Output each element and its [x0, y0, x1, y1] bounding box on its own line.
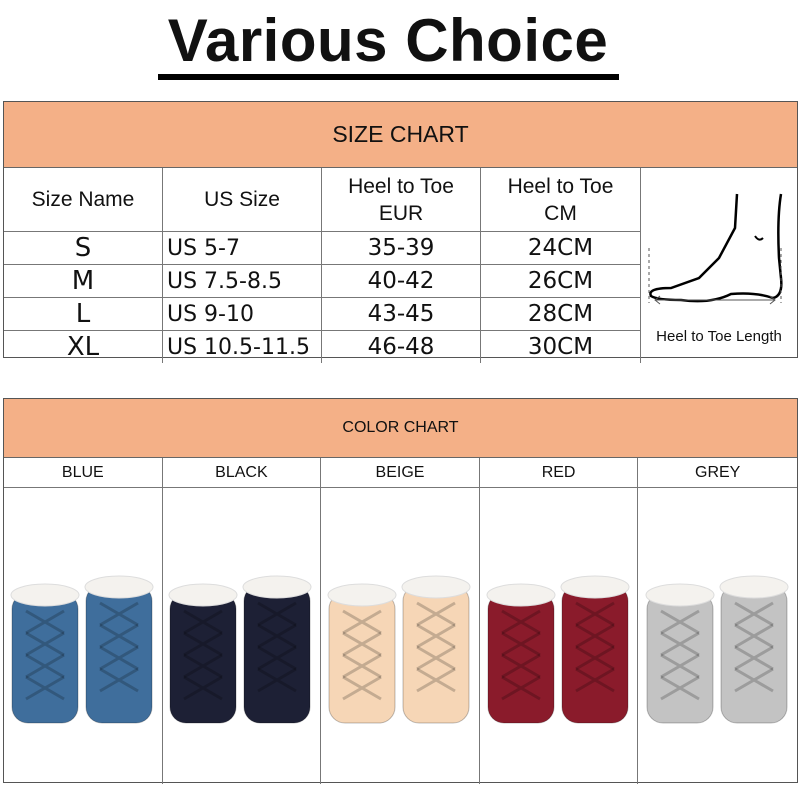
size-header-cell: Heel to Toe EUR [322, 168, 481, 231]
color-swatch-beige [321, 488, 480, 784]
size-chart: SIZE CHART Size Name US Size Heel to Toe E… [3, 101, 798, 363]
color-swatch-grey [638, 488, 797, 784]
size-cell: US 10.5-11.5 [163, 331, 322, 363]
slipper-sock-pair-image [645, 575, 789, 724]
size-row: S US 5-7 35-39 24CM [4, 232, 640, 265]
size-chart-heading: SIZE CHART [4, 102, 797, 168]
slipper-sock [84, 575, 154, 724]
size-cell: S [4, 232, 163, 264]
page-title: Various Choice [167, 7, 609, 74]
slipper-sock-pair-image [168, 575, 312, 724]
slipper-sock-pair-image [327, 575, 471, 724]
foot-label: Heel to Toe Length [656, 328, 782, 345]
size-cell: 28CM [527, 301, 594, 327]
color-chart-heading: COLOR CHART [4, 399, 797, 458]
size-cell: 30CM [527, 334, 594, 360]
slipper-sock [560, 575, 630, 724]
size-header-cell: Size Name [4, 168, 163, 231]
size-cell: US 7.5-8.5 [163, 265, 322, 297]
size-row: L US 9-10 43-45 28CM [4, 298, 640, 331]
size-cell: XL [4, 331, 163, 363]
size-row: M US 7.5-8.5 40-42 26CM [4, 265, 640, 298]
color-label-red: RED [480, 458, 639, 487]
slipper-sock [10, 583, 80, 724]
color-label-black: BLACK [163, 458, 322, 487]
size-cell: 35-39 [322, 232, 481, 264]
size-cell: 26CM [527, 268, 594, 294]
color-swatch-blue [4, 488, 163, 784]
slipper-sock [327, 583, 397, 724]
slipper-sock [242, 575, 312, 724]
slipper-sock [645, 583, 715, 724]
slipper-sock [401, 575, 471, 724]
slipper-sock-pair-image [10, 575, 154, 724]
size-cell: US 5-7 [163, 232, 322, 264]
color-swatch-red [480, 488, 639, 784]
foot-diagram: Heel to Toe Length [640, 168, 797, 363]
slipper-sock [168, 583, 238, 724]
color-chart: COLOR CHART BLUE BLACK BEIGE RED GREY [3, 398, 798, 784]
size-cell: L [4, 298, 163, 330]
size-row: XL US 10.5-11.5 46-48 30CM [4, 331, 640, 363]
size-cell: 43-45 [322, 298, 481, 330]
foot-measurement-icon [648, 193, 783, 305]
color-swatch-black [163, 488, 322, 784]
size-cell: 24CM [527, 235, 594, 261]
color-label-blue: BLUE [4, 458, 163, 487]
size-header-cell: Heel to Toe CM [507, 174, 614, 225]
color-label-grey: GREY [695, 463, 741, 481]
size-header-cell: US Size [163, 168, 322, 231]
size-cell: US 9-10 [163, 298, 322, 330]
size-header-row: Size Name US Size Heel to Toe EUR Heel to T… [4, 168, 640, 232]
slipper-sock-pair-image [486, 575, 630, 724]
title-underline [158, 74, 619, 80]
slipper-sock [486, 583, 556, 724]
size-cell: 46-48 [322, 331, 481, 363]
size-cell: M [4, 265, 163, 297]
color-label-beige: BEIGE [321, 458, 480, 487]
size-cell: 40-42 [322, 265, 481, 297]
slipper-sock [719, 575, 789, 724]
